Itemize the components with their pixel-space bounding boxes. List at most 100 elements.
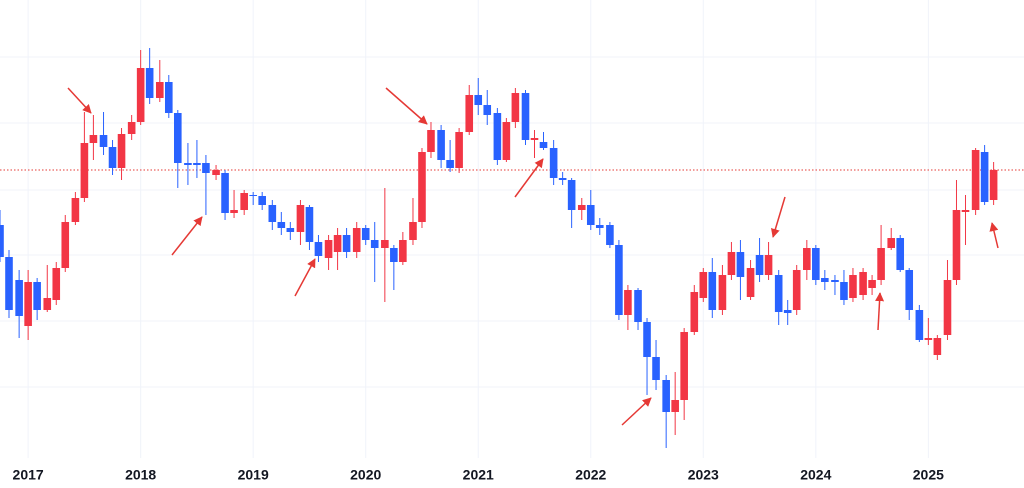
candle-body: [849, 275, 857, 298]
x-tick-label: 2024: [800, 467, 831, 483]
candle-body: [933, 338, 942, 355]
candle-body: [43, 298, 52, 310]
candle-body: [230, 210, 238, 213]
candle-body: [952, 210, 961, 280]
candle-body: [5, 257, 13, 310]
arrow: [875, 292, 885, 331]
candle-body: [89, 135, 98, 143]
candle-body: [184, 163, 192, 165]
candle-body: [193, 163, 201, 165]
candle-body: [868, 280, 876, 288]
arrow: [989, 222, 999, 249]
candle-body: [831, 280, 839, 282]
candle-body: [483, 105, 492, 115]
candle-body: [643, 322, 651, 357]
candle-body: [539, 142, 548, 148]
candle-body: [690, 292, 699, 332]
candle-body: [0, 225, 4, 257]
candle-body: [52, 268, 61, 300]
candle-body: [606, 225, 614, 245]
x-tick-label: 2025: [913, 467, 944, 483]
arrow: [171, 216, 203, 256]
candle-body: [240, 193, 248, 210]
candle-body: [277, 222, 286, 228]
candle-body: [812, 248, 820, 280]
candle-body: [530, 138, 539, 140]
candle-body: [409, 222, 417, 240]
arrow: [514, 158, 544, 198]
candle-body: [381, 240, 389, 248]
candle-body: [662, 380, 670, 412]
candle-body: [774, 275, 783, 312]
candle-body: [493, 113, 502, 160]
candle-body: [370, 240, 379, 248]
candle-body: [924, 338, 933, 340]
candle-body: [595, 225, 604, 228]
candle-body: [746, 268, 755, 297]
x-tick-label: 2022: [575, 467, 606, 483]
grid: [0, 0, 1024, 458]
candle-body: [15, 280, 23, 316]
candle-body: [71, 198, 80, 222]
arrow: [771, 196, 786, 238]
candle-body: [699, 272, 708, 298]
candle-body: [99, 135, 108, 147]
arrow: [385, 87, 428, 125]
x-axis: 2017 2018 2019 2020 2021 2022 2023 2024 2025: [13, 467, 945, 483]
x-tick-label: 2017: [13, 467, 44, 483]
candle-body: [615, 245, 623, 315]
candle-body: [567, 180, 576, 210]
candle-body: [249, 195, 257, 196]
candle-body: [108, 147, 117, 168]
candle-body: [887, 238, 896, 248]
arrow: [621, 397, 652, 426]
candle-body: [521, 93, 530, 140]
candle-body: [877, 248, 885, 280]
candle-body: [634, 290, 642, 322]
candle-body: [803, 248, 811, 270]
candle-body: [474, 95, 483, 105]
candle-body: [333, 235, 342, 252]
candle-body: [708, 272, 717, 310]
candle-body: [155, 82, 164, 98]
x-tick-label: 2023: [688, 467, 719, 483]
candle-body: [465, 95, 474, 132]
candle-body: [268, 205, 277, 222]
candle-body: [840, 282, 848, 300]
candle-body: [652, 357, 660, 380]
candle-body: [145, 68, 154, 98]
candle-body: [24, 282, 32, 326]
candle-body: [127, 122, 136, 134]
candle-body: [680, 332, 688, 400]
candle-body: [821, 278, 829, 282]
x-tick-label: 2020: [350, 467, 381, 483]
candle-body: [577, 205, 586, 210]
candle-body: [896, 238, 905, 270]
candle-body: [33, 282, 41, 310]
candle-body: [352, 228, 361, 252]
candle-body: [390, 248, 398, 262]
candle-body: [859, 272, 867, 295]
candle-body: [286, 228, 295, 232]
candle-body: [727, 252, 736, 275]
candle-body: [905, 270, 914, 310]
candle-body: [324, 240, 333, 258]
candle-body: [558, 178, 567, 180]
candle-body: [136, 68, 145, 122]
candle-body: [361, 228, 370, 240]
candle-body: [455, 132, 463, 168]
candle-body: [446, 160, 454, 168]
candle-body: [342, 235, 351, 252]
x-tick-label: 2019: [238, 467, 269, 483]
candle-body: [764, 255, 773, 275]
candle-body: [736, 252, 745, 277]
candle-body: [511, 93, 520, 122]
candle-body: [173, 113, 182, 163]
candle-body: [783, 310, 792, 313]
candle-body: [164, 82, 173, 113]
candle-body: [202, 163, 210, 173]
candle-body: [755, 255, 764, 275]
candle-body: [718, 275, 727, 310]
